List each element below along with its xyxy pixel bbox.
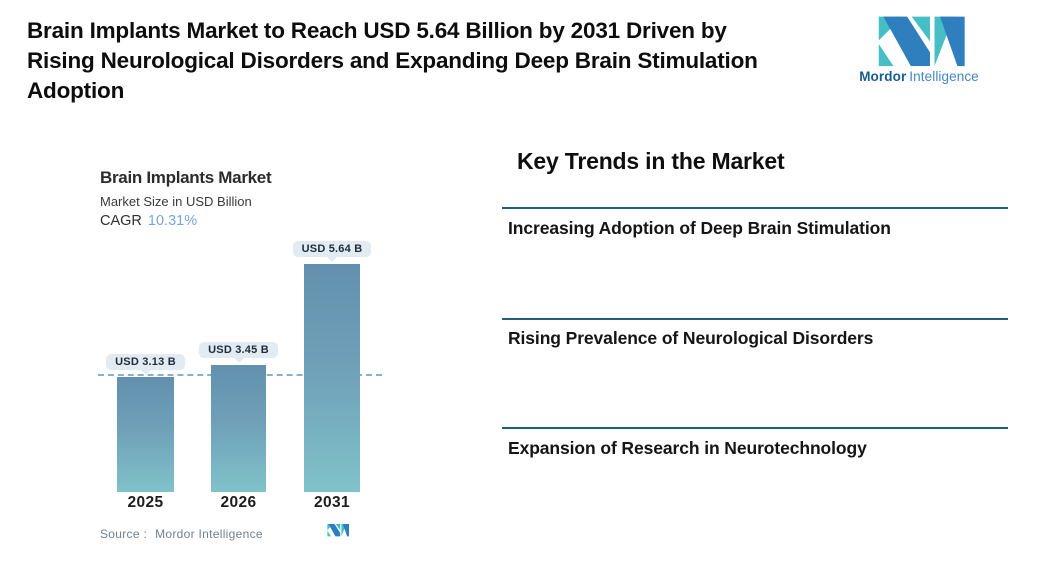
trend-item-3: Expansion of Research in Neurotechnology (508, 438, 867, 458)
x-axis-label-2025: 2025 (127, 494, 164, 511)
source-attribution: Source : Mordor Intelligence (100, 527, 263, 541)
page-title-line-3: Adoption (27, 78, 125, 103)
bar-value-label-tail (327, 257, 337, 262)
bar-2026 (211, 365, 266, 492)
trend-separator (502, 207, 1008, 209)
bar-value-label: USD 3.13 B (106, 354, 185, 370)
brand-name-light: Intelligence (909, 69, 979, 84)
cagr-label: CAGR (100, 213, 142, 229)
bar-2031 (304, 264, 360, 492)
x-axis-label-2026: 2026 (220, 494, 257, 511)
brand-name-bold: Mordor (859, 69, 907, 84)
chart-cagr: CAGR 10.31% (100, 213, 197, 229)
x-axis-label-2031: 2031 (313, 494, 351, 511)
bar-2025 (117, 377, 174, 492)
bar-value-label: USD 3.45 B (199, 342, 278, 358)
bar-value-label: USD 5.64 B (292, 241, 372, 257)
brand-logo: Mordor Intelligence (856, 13, 982, 84)
bar-group-2031: USD 5.64 B (292, 241, 372, 492)
chart-title: Brain Implants Market (100, 168, 272, 187)
bar-group-2025: USD 3.13 B (106, 354, 185, 492)
trend-item-2: Rising Prevalence of Neurological Disord… (508, 328, 874, 348)
trend-separator (502, 427, 1008, 429)
bar-value-label-tail (140, 370, 151, 375)
source-value: Mordor Intelligence (155, 527, 263, 541)
page-title: Brain Implants Market to Reach USD 5.64 … (27, 16, 867, 106)
chart-subtitle: Market Size in USD Billion (100, 194, 252, 209)
source-label: Source : (100, 527, 148, 541)
page-title-line-2: Rising Neurological Disorders and Expand… (27, 48, 758, 73)
mordor-mini-logo-icon (327, 524, 349, 537)
mordor-intelligence-icon (878, 16, 965, 66)
bar-group-2026: USD 3.45 B (199, 342, 278, 492)
trend-separator (502, 318, 1008, 320)
trend-item-1: Increasing Adoption of Deep Brain Stimul… (508, 218, 891, 238)
page-title-line-1: Brain Implants Market to Reach USD 5.64 … (27, 18, 727, 43)
brand-name: Mordor Intelligence (859, 69, 979, 84)
cagr-value: 10.31% (147, 213, 198, 229)
trends-heading: Key Trends in the Market (517, 148, 785, 174)
bar-value-label-tail (233, 358, 244, 363)
